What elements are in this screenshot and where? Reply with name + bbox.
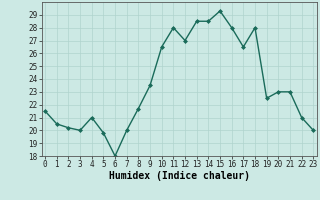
X-axis label: Humidex (Indice chaleur): Humidex (Indice chaleur) <box>109 171 250 181</box>
